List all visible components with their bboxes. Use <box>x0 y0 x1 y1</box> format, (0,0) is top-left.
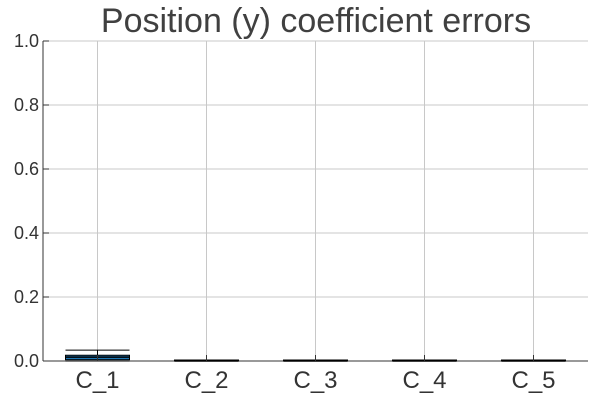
ytick-label-4: 0.8 <box>14 95 39 115</box>
chart-title: Position (y) coefficient errors <box>101 2 531 40</box>
xtick-label-2: C_3 <box>293 367 337 394</box>
grid <box>43 40 588 362</box>
ytick-label-2: 0.4 <box>14 223 39 243</box>
xtick-label-0: C_1 <box>75 367 119 394</box>
xtick-label-4: C_5 <box>511 367 555 394</box>
ytick-label-1: 0.2 <box>14 287 39 307</box>
ytick-label-5: 1.0 <box>14 31 39 51</box>
x-axis-ticks: C_1 C_2 C_3 C_4 C_5 <box>75 355 556 394</box>
y-axis-ticks: 0.0 0.2 0.4 0.6 0.8 1.0 <box>14 31 49 371</box>
xtick-label-1: C_2 <box>184 367 228 394</box>
xtick-label-3: C_4 <box>402 367 446 394</box>
ytick-label-0: 0.0 <box>14 351 39 371</box>
ytick-label-3: 0.6 <box>14 159 39 179</box>
